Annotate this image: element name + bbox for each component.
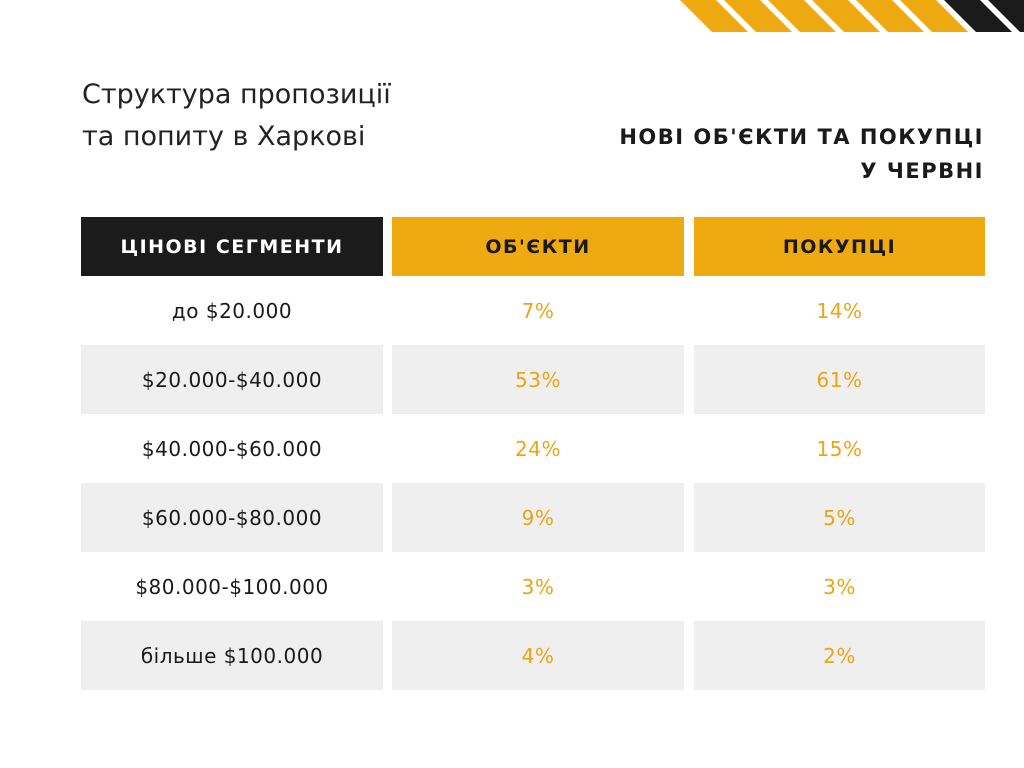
buyers-cell: 5% — [694, 483, 985, 552]
buyers-column: ПОКУПЦІ 14% 61% 15% 5% 3% 2% — [694, 217, 985, 690]
segment-cell: $20.000-$40.000 — [81, 345, 383, 414]
buyers-cell: 3% — [823, 574, 856, 599]
section-subtitle-line-1: НОВІ ОБ'ЄКТИ ТА ПОКУПЦІ — [619, 125, 984, 149]
segment-cell: більше $100.000 — [81, 621, 383, 690]
segment-cell: $60.000-$80.000 — [81, 483, 383, 552]
buyers-header: ПОКУПЦІ — [694, 217, 985, 276]
objects-cell: 4% — [392, 621, 684, 690]
segment-cell: $40.000-$60.000 — [141, 436, 323, 461]
segment-cell: до $20.000 — [171, 298, 293, 323]
buyers-cell: 2% — [694, 621, 985, 690]
objects-cell: 7% — [521, 298, 555, 323]
page-title-line-1: Структура пропозиції — [82, 79, 391, 110]
decorative-stripes — [680, 0, 1024, 32]
section-subtitle: НОВІ ОБ'ЄКТИ ТА ПОКУПЦІ У ЧЕРВНІ — [619, 120, 984, 188]
objects-cell: 9% — [392, 483, 684, 552]
buyers-cell: 14% — [816, 298, 863, 323]
objects-cell: 24% — [515, 436, 561, 461]
buyers-cell: 61% — [694, 345, 985, 414]
segment-cell: $80.000-$100.000 — [135, 574, 329, 599]
buyers-cell: 15% — [816, 436, 863, 461]
page-title-line-2: та попиту в Харкові — [82, 121, 366, 152]
objects-column: ОБ'ЄКТИ 7% 53% 24% 9% 3% 4% — [392, 217, 684, 690]
objects-header: ОБ'ЄКТИ — [392, 217, 684, 276]
segments-column: ЦІНОВІ СЕГМЕНТИ до $20.000 $20.000-$40.0… — [81, 217, 383, 690]
page-title: Структура пропозиції та попиту в Харкові — [82, 74, 391, 158]
segments-header: ЦІНОВІ СЕГМЕНТИ — [81, 217, 383, 276]
objects-cell: 3% — [521, 574, 555, 599]
section-subtitle-line-2: У ЧЕРВНІ — [860, 159, 984, 183]
objects-cell: 53% — [392, 345, 684, 414]
